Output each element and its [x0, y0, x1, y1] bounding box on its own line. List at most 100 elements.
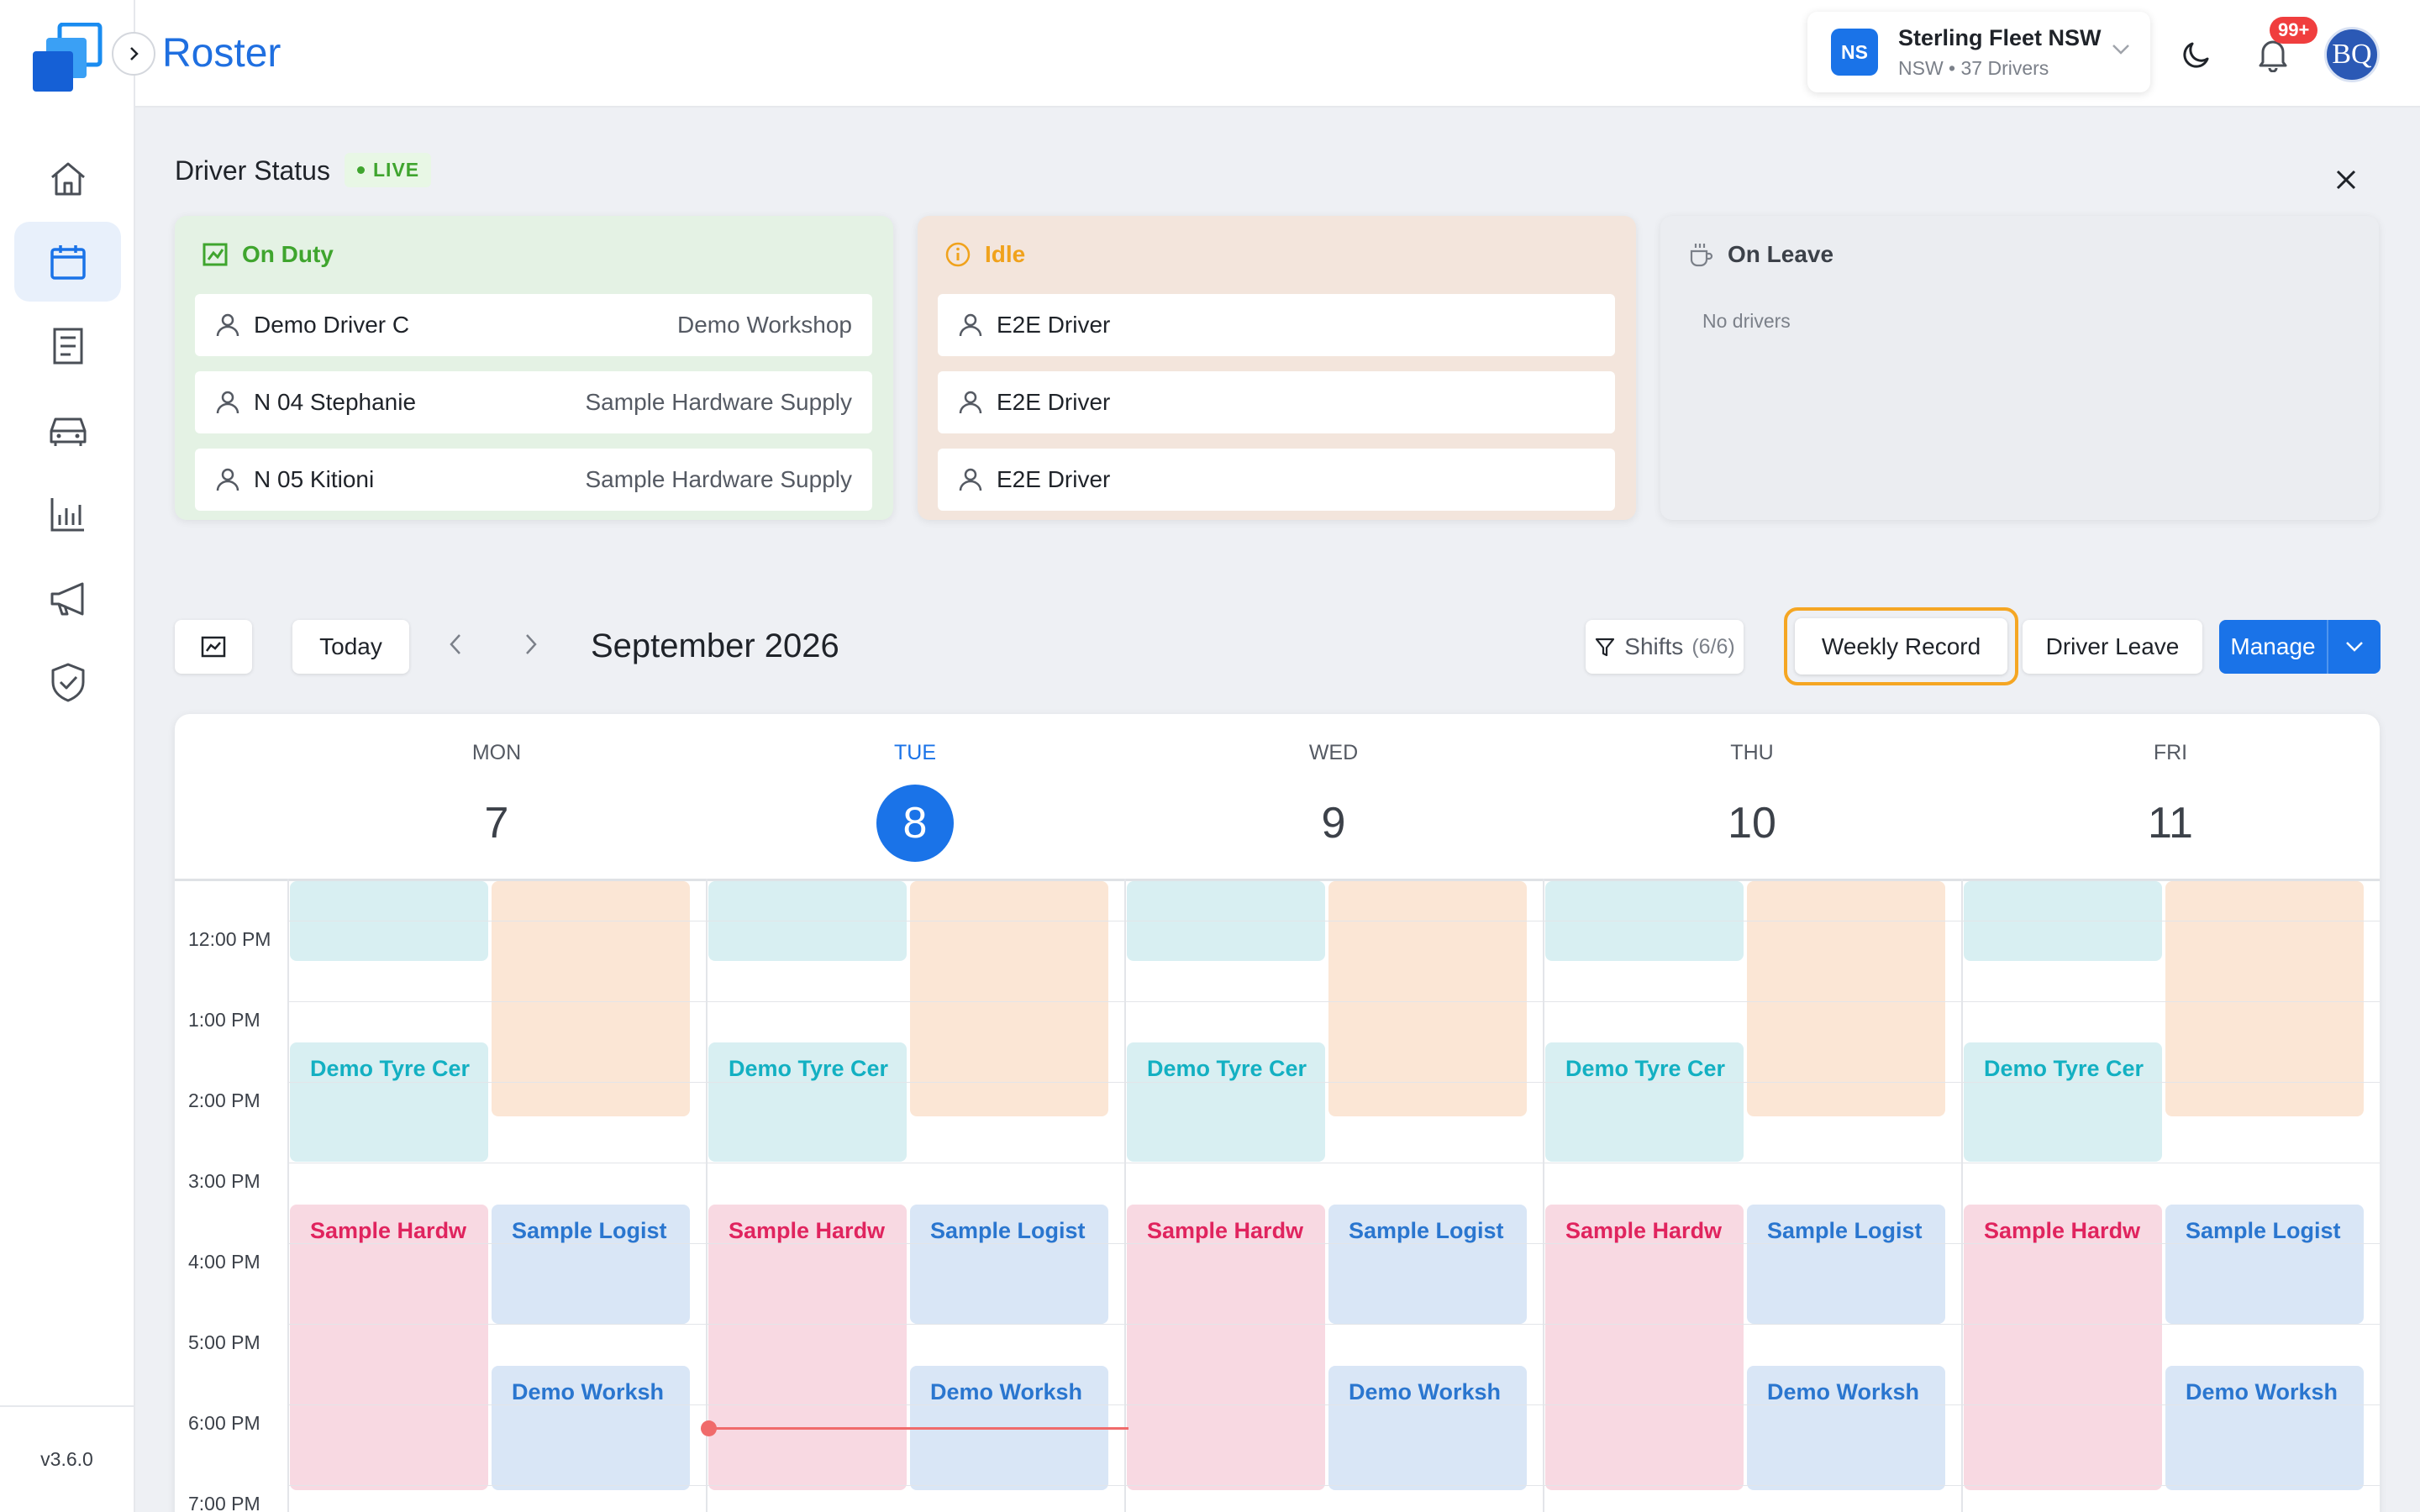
driver-row[interactable]: E2E Driver — [938, 294, 1615, 356]
event-block[interactable]: Sample Logist — [2165, 1205, 2364, 1324]
event-block[interactable]: Sample Logist — [492, 1205, 690, 1324]
event-block[interactable]: Demo Tyre Cer — [1964, 1042, 2162, 1162]
day-name: TUE — [894, 741, 936, 764]
app-title: Roster — [162, 31, 281, 76]
driver-name: N 05 Kitioni — [254, 466, 375, 492]
manage-button[interactable]: Manage — [2219, 620, 2381, 674]
app-logo[interactable] — [31, 22, 103, 93]
driver-name: E2E Driver — [997, 312, 1111, 338]
event-block[interactable]: Sample Logist — [1328, 1205, 1527, 1324]
day-name: WED — [1308, 741, 1359, 764]
day-header-tue[interactable]: TUE 8 — [706, 714, 1124, 879]
day-number-today: 8 — [876, 785, 954, 862]
weekly-record-button-highlight[interactable]: Weekly Record — [1784, 607, 2018, 685]
sidebar-item-compliance[interactable] — [14, 642, 121, 722]
sidebar-item-announcements[interactable] — [14, 558, 121, 638]
driver-row[interactable]: E2E Driver — [938, 449, 1615, 511]
event-block[interactable] — [492, 881, 690, 1116]
today-button[interactable]: Today — [292, 620, 409, 674]
shifts-count: (6/6) — [1691, 634, 1735, 659]
event-block[interactable]: Sample Logist — [1747, 1205, 1945, 1324]
chevron-down-icon — [2112, 45, 2129, 55]
day-name: FRI — [2153, 741, 2188, 764]
event-block[interactable]: Demo Worksh — [1328, 1366, 1527, 1490]
event-block[interactable]: Sample Hardw — [1545, 1205, 1744, 1490]
avatar[interactable]: BQ — [2324, 27, 2380, 82]
driver-leave-button[interactable]: Driver Leave — [2023, 620, 2202, 674]
topbar: Roster NS Sterling Fleet NSW NSW • 37 Dr… — [135, 0, 2420, 108]
on-duty-label: On Duty — [242, 241, 334, 267]
event-block[interactable]: Demo Worksh — [2165, 1366, 2364, 1490]
event-block[interactable]: Demo Tyre Cer — [1545, 1042, 1744, 1162]
manage-label: Manage — [2230, 633, 2316, 659]
current-month: September 2026 — [591, 627, 839, 664]
chart-icon — [201, 636, 226, 658]
calendar-icon — [50, 244, 86, 280]
driver-row[interactable]: Demo Driver C Demo Workshop — [195, 294, 872, 356]
driver-location: Sample Hardware Supply — [585, 389, 853, 415]
day-header-fri[interactable]: FRI 11 — [1961, 714, 2380, 879]
event-block[interactable]: Demo Worksh — [1747, 1366, 1945, 1490]
event-block[interactable]: Demo Tyre Cer — [290, 1042, 488, 1162]
event-block[interactable] — [1328, 881, 1527, 1116]
user-icon — [959, 313, 982, 337]
coffee-icon — [1690, 244, 1713, 267]
event-block[interactable] — [2165, 881, 2364, 1116]
driver-row[interactable]: N 04 Stephanie Sample Hardware Supply — [195, 371, 872, 433]
app-version: v3.6.0 — [0, 1405, 134, 1512]
week-calendar: MON 7 TUE 8 WED 9 THU 10 FRI 11 Demo Tyr… — [175, 714, 2380, 1512]
day-header-mon[interactable]: MON 7 — [287, 714, 706, 879]
sidebar-item-vehicles[interactable] — [14, 390, 121, 470]
bell-icon[interactable] — [2256, 35, 2290, 72]
user-icon — [959, 391, 982, 414]
fleet-selector[interactable]: NS Sterling Fleet NSW NSW • 37 Drivers — [1807, 12, 2150, 92]
event-block[interactable]: Demo Worksh — [492, 1366, 690, 1490]
driver-name: E2E Driver — [997, 389, 1111, 415]
sidebar-item-reports[interactable] — [14, 474, 121, 554]
info-icon — [945, 242, 971, 267]
sidebar: v3.6.0 — [0, 0, 135, 1512]
sidebar-item-home[interactable] — [14, 139, 121, 218]
user-icon — [216, 391, 239, 414]
fleet-name: Sterling Fleet NSW — [1898, 25, 2102, 50]
event-block[interactable]: Sample Hardw — [290, 1205, 488, 1490]
day-name: THU — [1730, 741, 1774, 764]
close-icon[interactable] — [2333, 166, 2360, 193]
day-name: MON — [471, 741, 522, 764]
notification-badge: 99+ — [2270, 17, 2318, 44]
chevron-left-icon[interactable] — [445, 632, 466, 657]
driver-row[interactable]: N 05 Kitioni Sample Hardware Supply — [195, 449, 872, 511]
manage-dropdown-toggle[interactable] — [2328, 641, 2381, 653]
expand-sidebar-button[interactable] — [112, 32, 155, 76]
driver-row[interactable]: E2E Driver — [938, 371, 1615, 433]
event-block[interactable]: Sample Hardw — [1964, 1205, 2162, 1490]
event-block[interactable]: Sample Hardw — [1127, 1205, 1325, 1490]
shield-check-icon — [51, 663, 84, 701]
dark-mode-toggle-icon[interactable] — [2181, 37, 2214, 71]
chevron-right-icon[interactable] — [521, 632, 541, 657]
user-icon — [216, 313, 239, 337]
time-label: 4:00 PM — [188, 1251, 260, 1273]
chevron-right-icon — [130, 47, 139, 60]
day-number: 11 — [2148, 799, 2193, 848]
day-header-thu[interactable]: THU 10 — [1543, 714, 1961, 879]
time-label: 3:00 PM — [188, 1170, 260, 1192]
event-block[interactable]: Sample Hardw — [708, 1205, 907, 1490]
event-block[interactable] — [1747, 881, 1945, 1116]
car-icon — [50, 417, 86, 446]
time-label: 5:00 PM — [188, 1331, 260, 1353]
time-label: 1:00 PM — [188, 1009, 260, 1031]
event-block[interactable]: Demo Tyre Cer — [708, 1042, 907, 1162]
event-block[interactable]: Demo Tyre Cer — [1127, 1042, 1325, 1162]
day-number: 7 — [484, 799, 509, 848]
event-block[interactable] — [910, 881, 1108, 1116]
event-block[interactable]: Sample Logist — [910, 1205, 1108, 1324]
day-header-wed[interactable]: WED 9 — [1124, 714, 1543, 879]
megaphone-icon — [50, 582, 83, 615]
chart-view-button[interactable] — [175, 620, 252, 674]
shifts-filter-button[interactable]: Shifts (6/6) — [1586, 620, 1744, 674]
sidebar-item-records[interactable] — [14, 306, 121, 386]
home-icon — [50, 162, 85, 195]
weekly-record-button[interactable]: Weekly Record — [1795, 618, 2007, 675]
sidebar-item-roster[interactable] — [14, 222, 121, 302]
